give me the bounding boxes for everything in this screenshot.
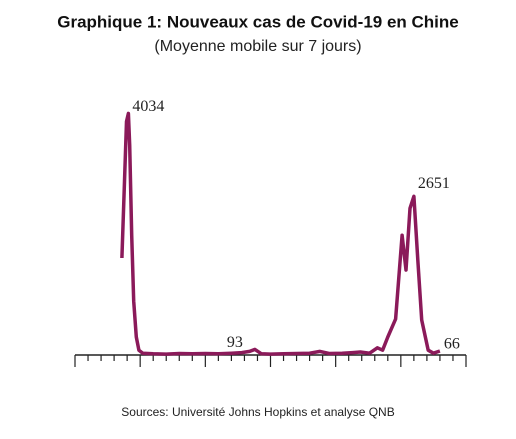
annotation: 2651 — [418, 175, 450, 192]
annotation: 66 — [444, 336, 460, 353]
annotation: 93 — [227, 334, 243, 351]
chart-subtitle: (Moyenne mobile sur 7 jours) — [154, 38, 361, 55]
chart-title: Graphique 1: Nouveaux cas de Covid-19 en… — [57, 12, 459, 31]
annotation: 4034 — [132, 98, 164, 115]
source: Sources: Université Johns Hopkins et ana… — [121, 405, 394, 419]
line — [120, 111, 441, 356]
